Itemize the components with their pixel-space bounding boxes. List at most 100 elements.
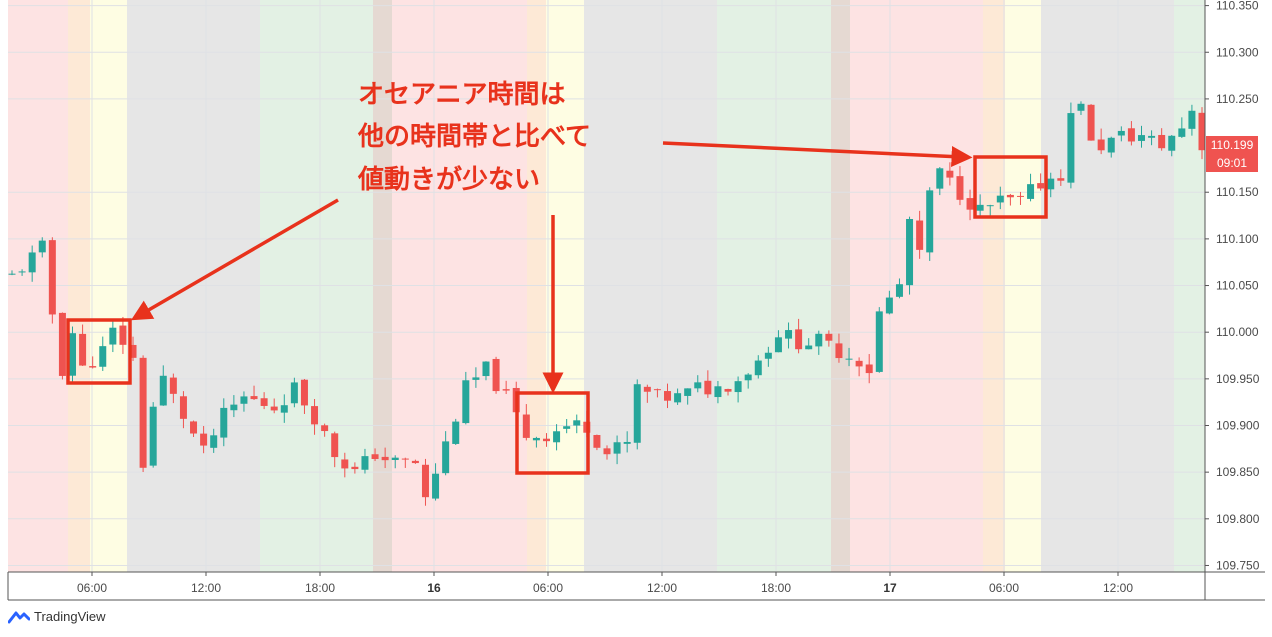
candle-body — [48, 240, 56, 315]
y-tick-label: 110.350 — [1216, 0, 1259, 13]
x-tick-label: 16 — [427, 581, 441, 595]
candle-body — [563, 426, 571, 429]
y-tick-label: 110.100 — [1216, 232, 1259, 246]
candle-body — [8, 273, 16, 275]
annotation-arrow-1 — [130, 198, 339, 321]
candle-body — [179, 396, 187, 419]
candle-body — [492, 358, 500, 392]
x-axis-ticks: 06:00 12:00 18:00 16 06:00 12:00 18:00 17 06:00 1… — [77, 572, 1133, 595]
candle-body — [714, 386, 722, 398]
y-tick-label: 110.250 — [1216, 92, 1259, 106]
price-label: 110.199 09:01 — [1206, 136, 1258, 172]
candle-body — [785, 330, 793, 339]
candle-body — [462, 380, 470, 424]
candle-body — [1057, 178, 1065, 181]
candle-body — [190, 421, 198, 434]
annotation-line-1: オセアニア時間は — [358, 80, 565, 110]
candle-body — [845, 358, 853, 360]
candle-body — [321, 425, 329, 432]
candle-body — [401, 458, 409, 460]
candle-body — [129, 344, 137, 358]
candle-body — [220, 407, 228, 438]
candle-body — [139, 357, 147, 468]
candle-body — [1097, 139, 1105, 151]
y-tick-label: 109.950 — [1216, 372, 1260, 386]
candle-body — [472, 377, 480, 380]
x-tick-label: 18:00 — [761, 581, 791, 595]
candle-body — [351, 466, 359, 470]
candle-body — [966, 198, 974, 210]
candle-body — [744, 374, 752, 381]
candle-body — [149, 406, 157, 466]
candle-body — [906, 219, 914, 286]
candle-body — [1137, 135, 1145, 141]
x-tick-label: 12:00 — [1103, 581, 1133, 595]
tradingview-brand[interactable]: TradingView — [8, 609, 106, 624]
candle-body — [815, 333, 823, 347]
candle-body — [613, 442, 621, 454]
x-tick-label: 12:00 — [191, 581, 221, 595]
candle-body — [502, 389, 510, 391]
x-tick-label: 06:00 — [77, 581, 107, 595]
axes — [7, 0, 1265, 601]
annotation-line-2: 他の時間帯と比べて — [357, 122, 591, 152]
candle-body — [674, 393, 682, 403]
candle-body — [855, 360, 863, 367]
candle-body — [704, 380, 712, 395]
candle-body — [976, 204, 984, 211]
candle-body — [926, 190, 934, 253]
candle-body — [1158, 134, 1166, 149]
highlight-box-3 — [973, 155, 1048, 219]
y-tick-label: 110.150 — [1216, 185, 1259, 199]
candle-body — [795, 329, 803, 350]
candle-body — [18, 271, 26, 273]
candle-body — [1077, 103, 1085, 111]
candle-body — [724, 388, 732, 392]
candle-body — [754, 360, 762, 376]
candle-body — [371, 454, 379, 459]
candle-body — [1178, 128, 1186, 137]
candle-body — [341, 459, 349, 469]
candle-body — [996, 195, 1004, 203]
time-box — [1206, 154, 1258, 172]
candle-body — [270, 406, 278, 411]
candle-body — [936, 168, 944, 189]
candle-body — [734, 381, 742, 393]
candle-body — [421, 464, 429, 498]
candle-body — [442, 441, 450, 474]
annotation-arrow-3 — [662, 141, 973, 167]
annotation-text: オセアニア時間は 他の時間帯と比べて 値動きが少ない — [357, 80, 591, 195]
highlight-box-1 — [66, 318, 132, 385]
candle-body — [1117, 130, 1125, 136]
y-tick-label: 110.000 — [1216, 325, 1259, 339]
candle-body — [331, 433, 339, 458]
candle-body — [79, 333, 87, 366]
candle-body — [58, 312, 66, 376]
candle-body — [573, 420, 581, 426]
candle-body — [38, 240, 46, 253]
candle-body — [694, 382, 702, 389]
x-tick-label: 06:00 — [989, 581, 1019, 595]
x-tick-label: 12:00 — [647, 581, 677, 595]
x-tick-label: 18:00 — [305, 581, 335, 595]
y-tick-label: 109.750 — [1216, 558, 1260, 572]
candle-body — [805, 345, 813, 350]
candle-body — [1067, 113, 1075, 183]
y-tick-label: 110.300 — [1216, 45, 1259, 59]
candle-body — [230, 404, 238, 411]
y-tick-label: 110.050 — [1216, 279, 1259, 293]
candle-body — [391, 457, 399, 461]
candle-body — [290, 382, 298, 404]
candle-body — [169, 377, 177, 394]
candle-body — [159, 375, 167, 406]
x-tick-label: 06:00 — [533, 581, 563, 595]
candle-body — [280, 405, 288, 413]
candle-body — [986, 205, 994, 207]
annotation-arrows — [130, 141, 973, 394]
candle-body — [825, 333, 833, 341]
candle-body — [653, 389, 661, 391]
candle-body — [210, 435, 218, 448]
candle-body — [684, 388, 692, 396]
candle-body — [1016, 195, 1024, 197]
candle-body — [109, 327, 117, 345]
